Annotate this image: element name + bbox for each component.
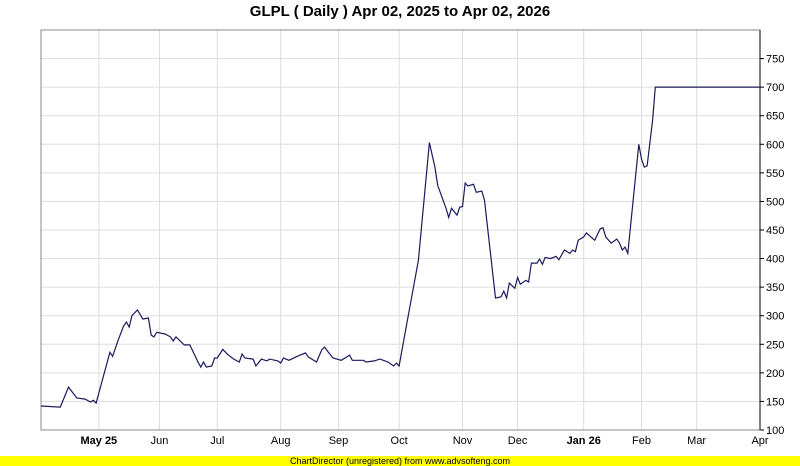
y-tick-label: 200: [766, 368, 784, 380]
y-tick-label: 350: [766, 282, 784, 294]
chart-title: GLPL ( Daily ) Apr 02, 2025 to Apr 02, 2…: [249, 3, 551, 20]
x-tick-label: Aug: [271, 435, 291, 447]
x-tick-label: Jun: [151, 435, 169, 447]
x-tick-label: Feb: [632, 435, 651, 447]
y-tick-label: 650: [766, 111, 784, 123]
y-tick-label: 700: [766, 82, 784, 94]
x-tick-label: May 25: [80, 435, 117, 447]
y-tick-label: 300: [766, 311, 784, 323]
y-tick-label: 750: [766, 54, 784, 66]
y-tick-label: 150: [766, 396, 784, 408]
y-tick-label: 250: [766, 339, 784, 351]
price-line: [40, 86, 760, 408]
y-tick-label: 100: [766, 425, 784, 437]
y-tick-label: 500: [766, 196, 784, 208]
y-tick-label: 600: [766, 139, 784, 151]
x-tick-label: Dec: [508, 435, 528, 447]
x-tick-label: Apr: [751, 435, 768, 447]
x-tick-label: Jul: [210, 435, 224, 447]
y-tick-label: 550: [766, 168, 784, 180]
y-tick-label: 450: [766, 225, 784, 237]
x-tick-label: Mar: [687, 435, 706, 447]
y-tick-label: 400: [766, 254, 784, 266]
x-tick-label: Oct: [391, 435, 408, 447]
x-tick-label: Sep: [329, 435, 349, 447]
x-tick-label: Nov: [453, 435, 473, 447]
x-tick-label: Jan 26: [567, 435, 601, 447]
footer-credit: ChartDirector (unregistered) from www.ad…: [0, 456, 800, 466]
